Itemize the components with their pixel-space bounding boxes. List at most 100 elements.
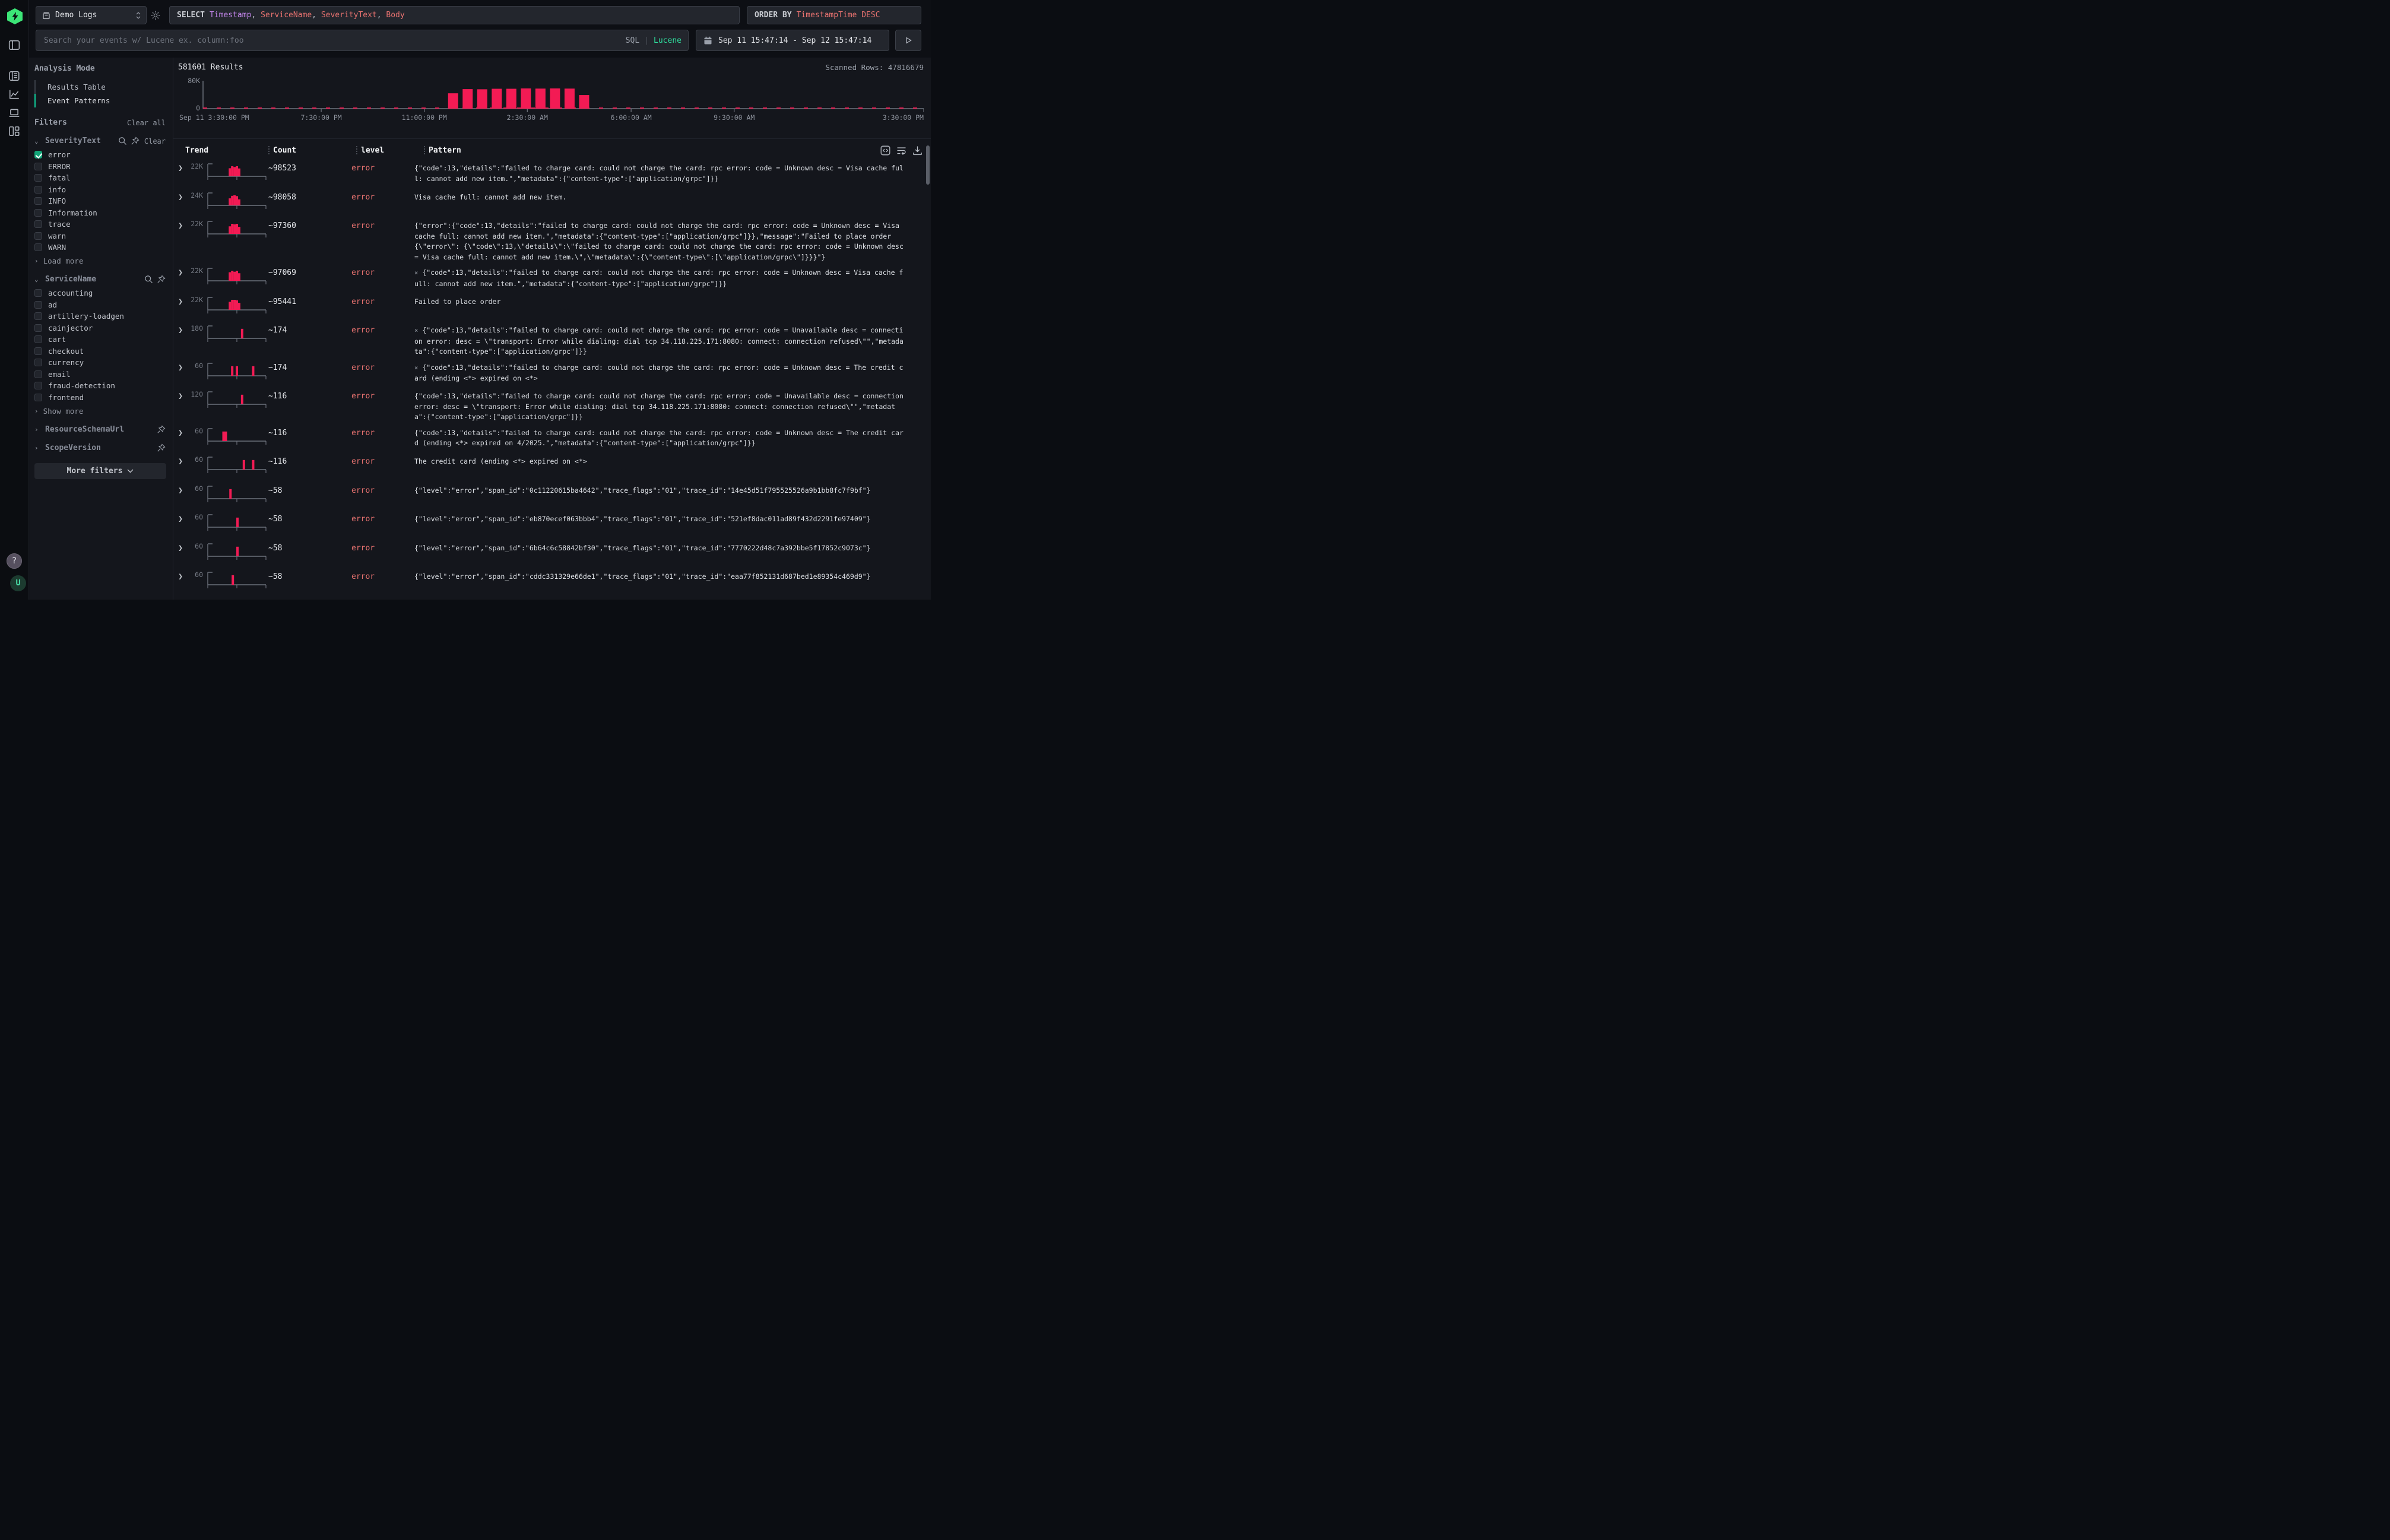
excluded-x-icon[interactable]: × <box>414 270 419 277</box>
filter-option-warn[interactable]: warn <box>34 232 166 240</box>
hyperdx-logo-icon[interactable] <box>7 8 23 24</box>
sessions-laptop-icon[interactable] <box>8 107 20 119</box>
expand-chevron-icon[interactable]: ❯ <box>178 297 183 306</box>
filter-option-frontend[interactable]: frontend <box>34 392 166 402</box>
expand-chevron-icon[interactable]: ❯ <box>178 326 183 335</box>
filter-option-information[interactable]: Information <box>34 208 166 217</box>
checkbox-label[interactable]: ad <box>48 300 58 309</box>
filter-group-name[interactable]: SeverityText <box>45 137 101 145</box>
checkbox-unchecked[interactable] <box>34 220 42 228</box>
pin-icon[interactable] <box>157 275 166 284</box>
column-header-pattern[interactable]: Pattern <box>429 145 461 155</box>
pin-icon[interactable] <box>157 424 166 434</box>
results-histogram[interactable]: 80K 0 Sep 11 3:30:00 PM 7:30:00 PM 11:00:00 … <box>178 76 924 123</box>
excluded-x-icon[interactable]: × <box>414 364 419 372</box>
checkbox-checked[interactable] <box>34 151 42 159</box>
load-more-link[interactable]: › Load more <box>34 256 166 265</box>
filter-group-name[interactable]: ScopeVersion <box>45 443 101 452</box>
checkbox-unchecked[interactable] <box>34 370 42 378</box>
sql-mode-toggle[interactable]: SQL <box>625 36 640 45</box>
pin-icon[interactable] <box>157 443 166 452</box>
expand-chevron-icon[interactable]: ❯ <box>178 268 183 277</box>
column-resize-handle[interactable] <box>268 146 271 154</box>
expand-chevron-icon[interactable]: ❯ <box>178 392 183 401</box>
source-select[interactable]: Demo Logs <box>36 6 147 24</box>
checkbox-label[interactable]: fatal <box>48 173 71 182</box>
checkbox-label[interactable]: cainjector <box>48 323 93 332</box>
clear-group-button[interactable]: Clear <box>144 137 166 145</box>
checkbox-label[interactable]: frontend <box>48 392 84 402</box>
filter-option-warn[interactable]: WARN <box>34 243 166 252</box>
filter-option-accounting[interactable]: accounting <box>34 289 166 297</box>
filter-option-checkout[interactable]: checkout <box>34 346 166 356</box>
expand-chevron-icon[interactable]: ❯ <box>178 428 183 438</box>
filter-option-cainjector[interactable]: cainjector <box>34 324 166 332</box>
show-more-link[interactable]: › Show more <box>34 407 166 416</box>
checkbox-label[interactable]: fraud-detection <box>48 381 115 390</box>
chevron-down-icon[interactable]: ⌄ <box>34 137 39 145</box>
expand-chevron-icon[interactable]: ❯ <box>178 164 183 173</box>
checkbox-unchecked[interactable] <box>34 335 42 343</box>
filter-option-trace[interactable]: trace <box>34 220 166 229</box>
filter-group-name[interactable]: ResourceSchemaUrl <box>45 424 125 434</box>
pattern-row[interactable]: ❯ 22K ~98523 error {"code":13,"details":"fai… <box>173 158 931 187</box>
tab-event-patterns[interactable]: Event Patterns <box>34 94 166 107</box>
search-icon[interactable] <box>144 275 153 284</box>
checkbox-label[interactable]: currency <box>48 358 84 367</box>
run-query-button[interactable] <box>895 30 921 51</box>
source-settings-gear-icon[interactable] <box>150 10 161 21</box>
user-avatar[interactable]: U <box>10 575 26 591</box>
checkbox-unchecked[interactable] <box>34 347 42 355</box>
checkbox-label[interactable]: email <box>48 369 71 379</box>
checkbox-label[interactable]: Information <box>48 208 97 217</box>
filter-option-error[interactable]: error <box>34 150 166 159</box>
dashboards-icon[interactable] <box>8 125 20 137</box>
pattern-row[interactable]: ❯ 60 ~116 error The credit card (ending <*> … <box>173 451 931 480</box>
chevron-right-icon[interactable]: › <box>34 425 39 433</box>
filter-option-fatal[interactable]: fatal <box>34 173 166 182</box>
clear-all-filters-button[interactable]: Clear all <box>126 118 166 127</box>
vertical-scrollbar[interactable] <box>926 145 930 185</box>
help-button[interactable]: ? <box>7 553 22 569</box>
pin-icon[interactable] <box>131 137 140 145</box>
column-header-trend[interactable]: Trend <box>185 145 209 155</box>
checkbox-unchecked[interactable] <box>34 232 42 240</box>
checkbox-label[interactable]: error <box>48 150 71 159</box>
pattern-row[interactable]: ❯ 22K ~97360 error {"error":{"code":13,"deta… <box>173 216 931 262</box>
column-header-level[interactable]: level <box>361 145 385 155</box>
chevron-down-icon[interactable]: ⌄ <box>34 275 39 283</box>
checkbox-unchecked[interactable] <box>34 174 42 182</box>
filter-option-artillery-loadgen[interactable]: artillery-loadgen <box>34 312 166 321</box>
column-resize-handle[interactable] <box>356 146 359 154</box>
filter-option-fraud-detection[interactable]: fraud-detection <box>34 381 166 390</box>
filter-option-info[interactable]: INFO <box>34 197 166 205</box>
checkbox-unchecked[interactable] <box>34 312 42 320</box>
checkbox-label[interactable]: ERROR <box>48 161 71 171</box>
expand-chevron-icon[interactable]: ❯ <box>178 515 183 524</box>
checkbox-label[interactable]: info <box>48 185 66 194</box>
pattern-row[interactable]: ❯ 120 ~116 error {"code":13,"details":"faile… <box>173 386 931 423</box>
pattern-row[interactable]: ❯ 24K ~98058 error Visa cache full: cannot a… <box>173 187 931 216</box>
checkbox-label[interactable]: INFO <box>48 197 66 205</box>
download-icon[interactable] <box>912 145 923 156</box>
filter-group-name[interactable]: ServiceName <box>45 275 97 284</box>
filter-option-ad[interactable]: ad <box>34 300 166 309</box>
wrap-lines-icon[interactable] <box>896 145 906 156</box>
checkbox-unchecked[interactable] <box>34 162 42 170</box>
checkbox-label[interactable]: artillery-loadgen <box>48 312 124 321</box>
pattern-row[interactable]: ❯ 22K ~95441 error Failed to place order <box>173 291 931 321</box>
pattern-row[interactable]: ❯ 60 ~58 error {"level":"error","span_id":"0… <box>173 480 931 509</box>
tab-results-table[interactable]: Results Table <box>34 80 166 94</box>
checkbox-label[interactable]: checkout <box>48 346 84 356</box>
pattern-row[interactable]: ❯ 60 ~58 error {"level":"error","span_id":"e… <box>173 509 931 538</box>
expand-chevron-icon[interactable]: ❯ <box>178 543 183 553</box>
expand-chevron-icon[interactable]: ❯ <box>178 572 183 581</box>
checkbox-unchecked[interactable] <box>34 243 42 251</box>
expand-chevron-icon[interactable]: ❯ <box>178 486 183 495</box>
expand-chevron-icon[interactable]: ❯ <box>178 192 183 202</box>
chevron-right-icon[interactable]: › <box>34 443 39 452</box>
expand-chevron-icon[interactable]: ❯ <box>178 221 183 230</box>
pattern-row[interactable]: ❯60~58error{"level":"error","span_id":"3… <box>173 595 931 600</box>
checkbox-label[interactable]: trace <box>48 220 71 229</box>
lucene-mode-toggle[interactable]: Lucene <box>654 36 682 45</box>
